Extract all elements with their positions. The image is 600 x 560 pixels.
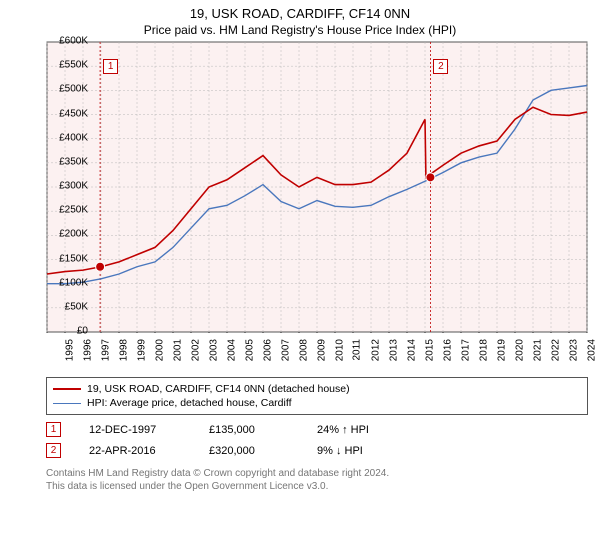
y-axis-label: £450K (48, 108, 88, 119)
x-axis-label: 2009 (316, 339, 327, 361)
x-axis-label: 2022 (550, 339, 561, 361)
x-axis-label: 2017 (460, 339, 471, 361)
x-axis-label: 2021 (532, 339, 543, 361)
x-axis-label: 2019 (496, 339, 507, 361)
x-axis-label: 2010 (334, 339, 345, 361)
attribution-line: Contains HM Land Registry data © Crown c… (46, 467, 588, 480)
x-axis-label: 2003 (208, 339, 219, 361)
x-axis-label: 1997 (100, 339, 111, 361)
x-axis-label: 2024 (586, 339, 597, 361)
x-axis-label: 2013 (388, 339, 399, 361)
page-subtitle: Price paid vs. HM Land Registry's House … (0, 21, 600, 41)
x-axis-label: 2014 (406, 339, 417, 361)
event-row: 2 22-APR-2016 £320,000 9% ↓ HPI (46, 440, 588, 461)
legend-swatch (53, 388, 81, 390)
y-axis-label: £600K (48, 36, 88, 47)
event-marker: 2 (46, 443, 61, 458)
x-axis-label: 2004 (226, 339, 237, 361)
x-axis-label: 2000 (154, 339, 165, 361)
legend: 19, USK ROAD, CARDIFF, CF14 0NN (detache… (46, 377, 588, 415)
x-axis-label: 2018 (478, 339, 489, 361)
chart-marker-box: 2 (433, 59, 448, 74)
x-axis-label: 2023 (568, 339, 579, 361)
y-axis-label: £0 (48, 326, 88, 337)
y-axis-label: £50K (48, 301, 88, 312)
event-delta: 24% ↑ HPI (317, 424, 369, 436)
chart-area: £0 £50K £100K £150K £200K £250K £300K £350K £400… (46, 41, 588, 371)
event-price: £320,000 (209, 445, 289, 457)
x-axis-label: 1999 (136, 339, 147, 361)
attribution-line: This data is licensed under the Open Gov… (46, 480, 588, 493)
x-axis-label: 1998 (118, 339, 129, 361)
x-axis-label: 2015 (424, 339, 435, 361)
x-axis-label: 2002 (190, 339, 201, 361)
y-axis-label: £400K (48, 132, 88, 143)
attribution: Contains HM Land Registry data © Crown c… (46, 467, 588, 493)
y-axis-label: £550K (48, 60, 88, 71)
legend-label: HPI: Average price, detached house, Card… (87, 397, 292, 409)
legend-swatch (53, 403, 81, 404)
x-axis-label: 2012 (370, 339, 381, 361)
chart-marker-box: 1 (103, 59, 118, 74)
y-axis-label: £350K (48, 156, 88, 167)
y-axis-label: £150K (48, 253, 88, 264)
x-axis-label: 2006 (262, 339, 273, 361)
y-axis-label: £500K (48, 84, 88, 95)
event-list: 1 12-DEC-1997 £135,000 24% ↑ HPI 2 22-AP… (46, 419, 588, 461)
y-axis-label: £300K (48, 181, 88, 192)
legend-item: 19, USK ROAD, CARDIFF, CF14 0NN (detache… (53, 382, 581, 396)
event-delta: 9% ↓ HPI (317, 445, 363, 457)
x-axis-label: 2020 (514, 339, 525, 361)
x-axis-label: 2008 (298, 339, 309, 361)
event-row: 1 12-DEC-1997 £135,000 24% ↑ HPI (46, 419, 588, 440)
event-marker: 1 (46, 422, 61, 437)
line-chart (46, 41, 588, 333)
y-axis-label: £200K (48, 229, 88, 240)
y-axis-label: £250K (48, 205, 88, 216)
event-date: 12-DEC-1997 (89, 424, 181, 436)
legend-item: HPI: Average price, detached house, Card… (53, 396, 581, 410)
legend-label: 19, USK ROAD, CARDIFF, CF14 0NN (detache… (87, 383, 350, 395)
x-axis-label: 2007 (280, 339, 291, 361)
event-price: £135,000 (209, 424, 289, 436)
x-axis-label: 2011 (352, 339, 363, 361)
x-axis-label: 2016 (442, 339, 453, 361)
x-axis-label: 1995 (64, 339, 75, 361)
x-axis-label: 2001 (172, 339, 183, 361)
y-axis-label: £100K (48, 277, 88, 288)
page-title: 19, USK ROAD, CARDIFF, CF14 0NN (0, 0, 600, 21)
event-date: 22-APR-2016 (89, 445, 181, 457)
x-axis-label: 2005 (244, 339, 255, 361)
x-axis-label: 1996 (82, 339, 93, 361)
